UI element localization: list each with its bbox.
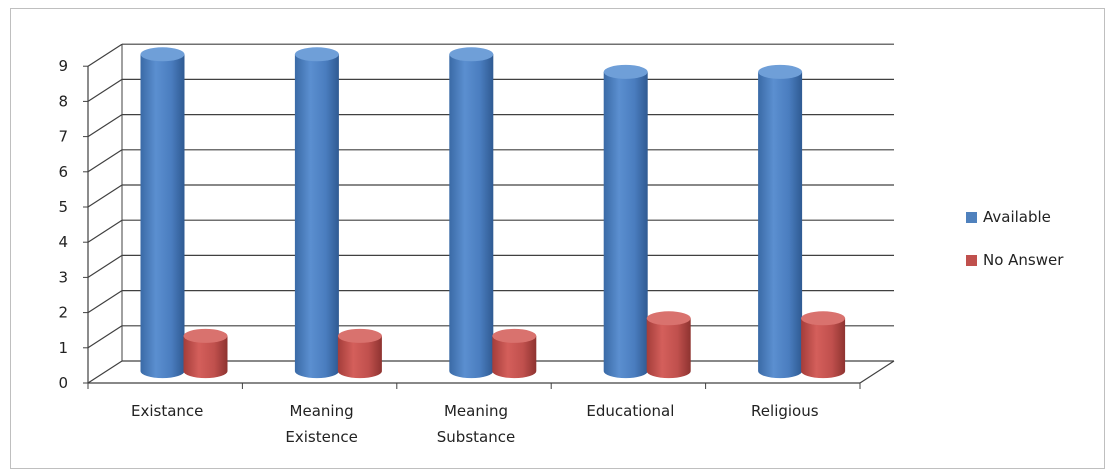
gridline-side (87, 290, 123, 314)
legend-label: Available (983, 208, 1051, 226)
y-tick-label: 5 (58, 198, 68, 216)
x-tick-label: Educational (586, 402, 674, 420)
x-tick-label-line: Substance (437, 428, 515, 446)
legend-swatch (966, 255, 977, 266)
y-tick-label: 0 (58, 374, 68, 392)
bar-body (183, 335, 228, 379)
gridline-side (87, 325, 123, 349)
bar-no-answer (492, 328, 537, 379)
gridline-side (87, 78, 123, 102)
bar-body (337, 335, 382, 379)
x-tick-label-line: Meaning (290, 402, 354, 420)
bar-available (294, 47, 339, 379)
y-tick-label: 4 (58, 233, 68, 251)
bar-top (140, 47, 185, 62)
legend-label: No Answer (983, 251, 1064, 269)
bar-no-answer (646, 311, 691, 379)
bar-body (603, 71, 648, 379)
x-tick-label: Existance (131, 402, 203, 420)
bar-body (140, 54, 185, 379)
y-tick-label: 2 (58, 304, 68, 322)
y-tick-label: 7 (58, 128, 68, 146)
floor-edge (859, 360, 895, 384)
bar-available (758, 64, 803, 379)
x-tick-label-line: Existance (131, 402, 203, 420)
bar-available (603, 64, 648, 379)
x-tick-label-line: Existence (285, 428, 357, 446)
bar-top (646, 311, 691, 326)
x-tick-label-line: Meaning (444, 402, 508, 420)
y-tick-label: 9 (58, 57, 68, 75)
bar-top (603, 64, 648, 79)
bar-body (758, 71, 803, 379)
gridline-side (87, 360, 123, 384)
y-tick-label: 6 (58, 163, 68, 181)
y-tick-label: 3 (58, 268, 68, 286)
axis-layer (83, 65, 895, 389)
bar-body (294, 54, 339, 379)
bar-top (337, 328, 382, 343)
gridline-side (87, 219, 123, 243)
x-tick-label: Meaning Substance (437, 402, 515, 446)
x-tick-label: Religious (751, 402, 819, 420)
bar-available (449, 47, 494, 379)
gridline-side (87, 149, 123, 173)
x-tick-label-line: Educational (586, 402, 674, 420)
chart-frame (10, 8, 1105, 469)
bar-top (758, 64, 803, 79)
legend: Available No Answer (966, 208, 1064, 269)
bar-no-answer (183, 328, 228, 379)
gridline-side (87, 254, 123, 278)
bar-top (294, 47, 339, 62)
bar-top (492, 328, 537, 343)
bar-available (140, 47, 185, 379)
x-tick-label-line: Religious (751, 402, 819, 420)
bar-body (492, 335, 537, 379)
y-tick-label: 1 (58, 339, 68, 357)
x-tick-label: Meaning Existence (285, 402, 357, 446)
bar-body (646, 318, 691, 379)
legend-swatch (966, 212, 977, 223)
bar-no-answer (337, 328, 382, 379)
gridline-side (87, 184, 123, 208)
bar-top (449, 47, 494, 62)
bar-top (801, 311, 846, 326)
bar-body (801, 318, 846, 379)
bar-body (449, 54, 494, 379)
bar-top (183, 328, 228, 343)
gridline-side (87, 43, 123, 67)
y-tick-label: 8 (58, 92, 68, 110)
gridline-side (87, 114, 123, 138)
bars-layer (140, 47, 846, 379)
bar-no-answer (801, 311, 846, 379)
